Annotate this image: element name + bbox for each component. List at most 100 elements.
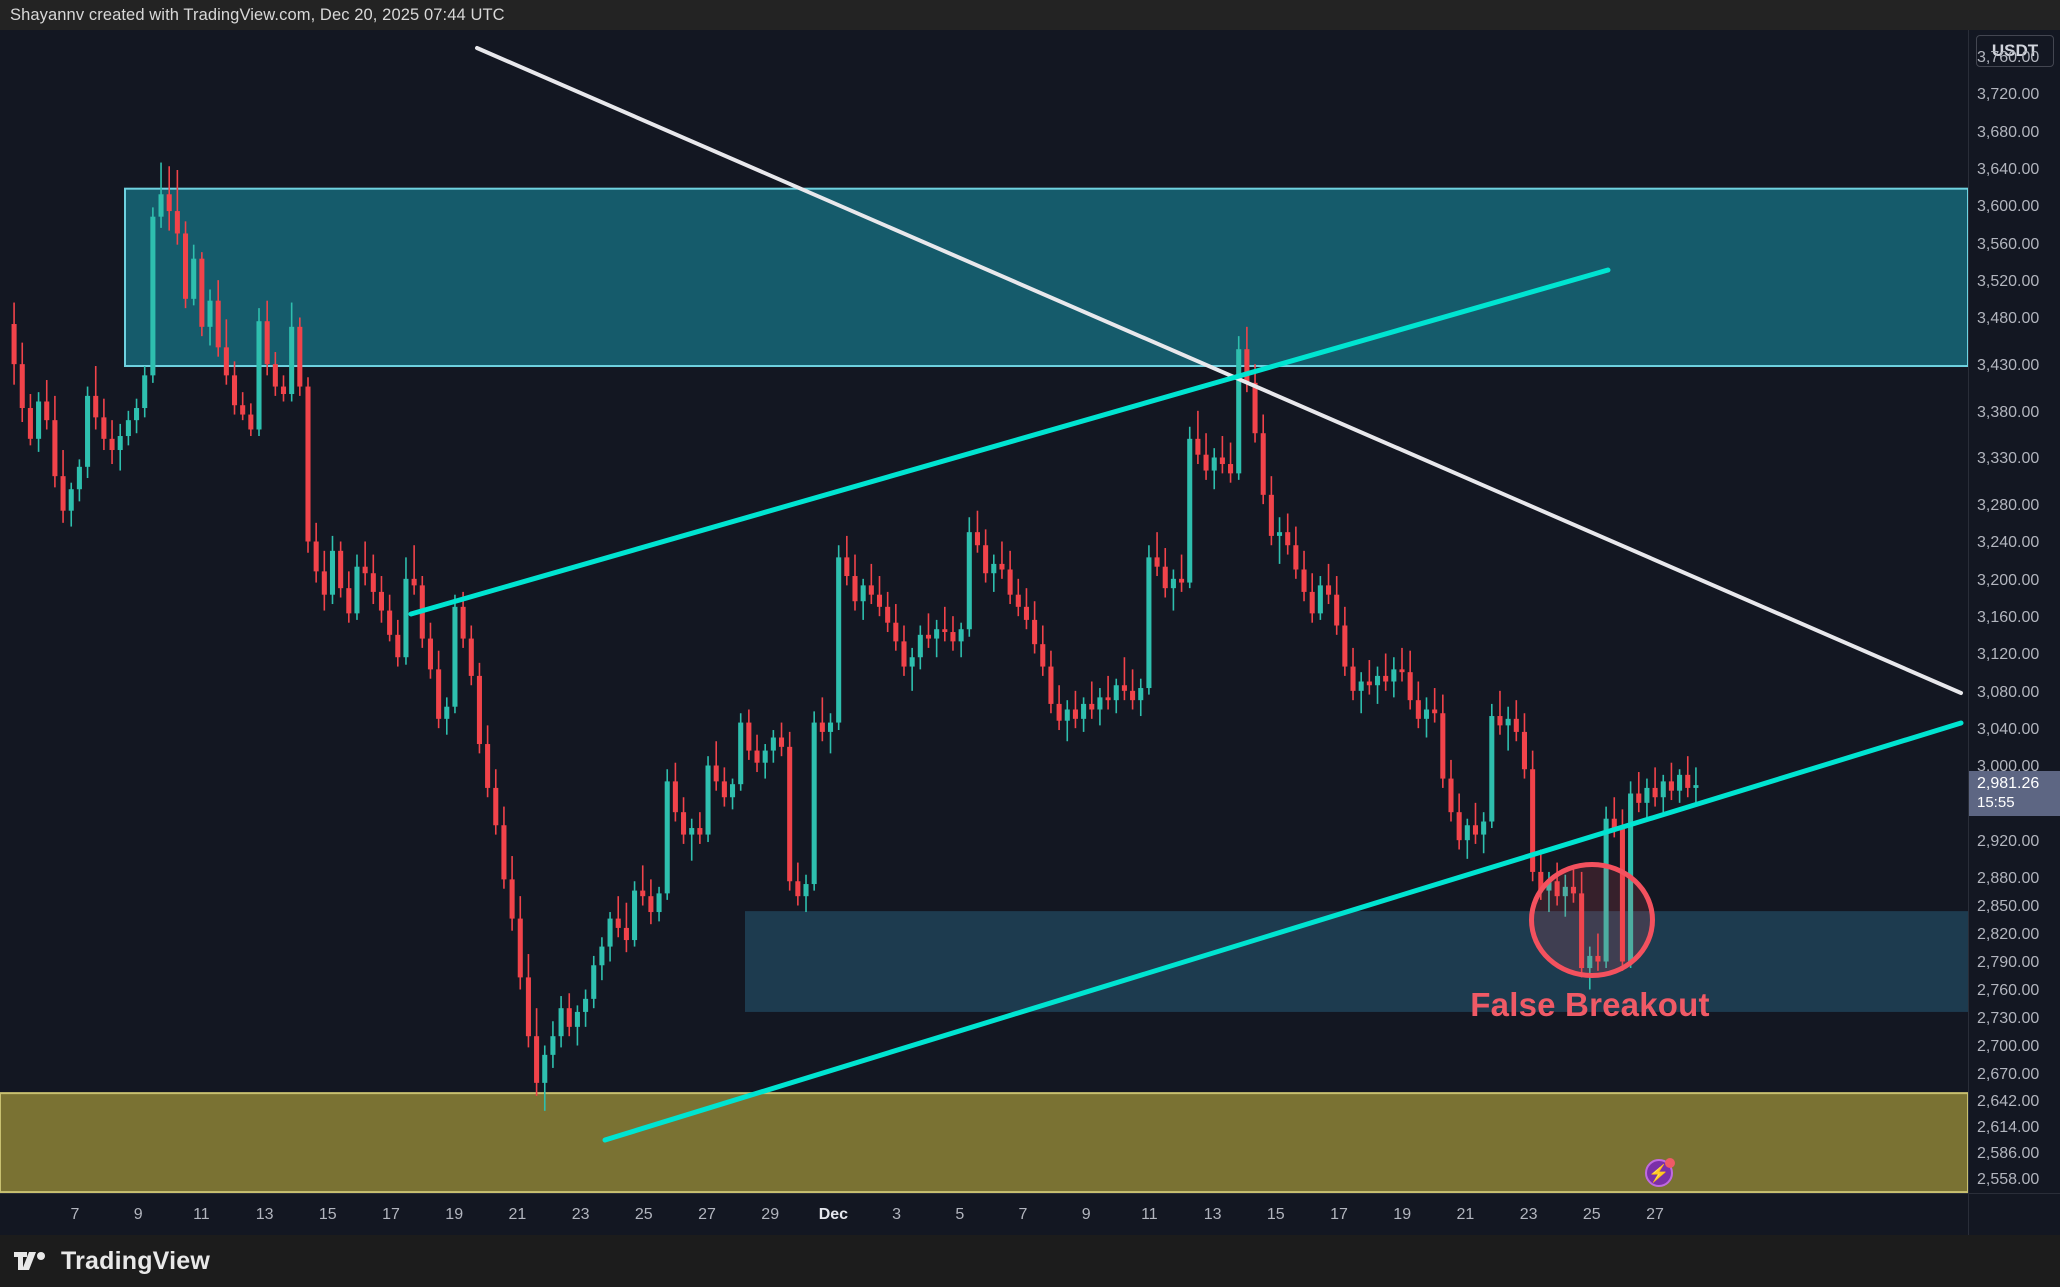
candle-up [36, 401, 42, 439]
candle-down [1130, 690, 1136, 701]
candle-down [223, 347, 229, 376]
time-tick: 7 [1018, 1206, 1028, 1223]
candle-down [517, 918, 523, 978]
candle-down [983, 545, 989, 574]
candle-up [1097, 697, 1103, 710]
candle-down [1334, 594, 1340, 626]
time-tick: 15 [1266, 1206, 1285, 1223]
price-tick: 3,160.00 [1977, 609, 2040, 627]
candle-up [207, 300, 213, 327]
candle-down [778, 737, 785, 747]
currency-badge: USDT [1976, 35, 2054, 67]
candle-down [1089, 703, 1095, 710]
time-axis[interactable]: 7 9 11 13 15 17 19 21 23 25 27 29 Dec 3 5 7 9 11 13 15 17 19 2… [0, 1193, 1968, 1235]
candle-up [1138, 688, 1144, 701]
candle-up [1170, 578, 1176, 589]
candle-down [1007, 569, 1013, 595]
time-tick: 19 [1393, 1206, 1412, 1223]
candle-down [1415, 700, 1421, 719]
candle-up [574, 1011, 580, 1027]
axis-corner [1968, 1193, 2060, 1235]
candle-down [1448, 778, 1454, 813]
candle-down [754, 750, 760, 763]
chart-pane[interactable]: False Breakout ⚡ [0, 30, 1968, 1193]
time-tick: 23 [571, 1206, 590, 1223]
price-tick: 3,120.00 [1977, 646, 2040, 664]
candle-down [101, 417, 107, 439]
candle-down [868, 585, 874, 595]
candle-up [1277, 532, 1283, 536]
time-tick: 27 [698, 1206, 716, 1223]
candle-down [721, 781, 727, 798]
candle-down [501, 825, 507, 880]
candle-down [1195, 438, 1201, 455]
candle-up [1391, 669, 1397, 682]
candle-down [468, 638, 474, 676]
candle-down [231, 375, 238, 406]
candle-up [762, 750, 768, 763]
candle-down [215, 300, 221, 348]
candle-up [1481, 821, 1487, 835]
candle-up [1489, 716, 1495, 822]
brand-name: TradingView [61, 1246, 211, 1275]
time-tick: 13 [255, 1206, 274, 1223]
candle-down [387, 610, 393, 635]
candle-down [1652, 787, 1658, 798]
false-breakout-label: False Breakout [1470, 986, 1710, 1023]
candle-down [1383, 675, 1389, 682]
tradingview-logo-icon [14, 1252, 45, 1270]
candle-down [44, 401, 50, 421]
candle-down [19, 364, 25, 409]
candle-down [795, 881, 801, 897]
price-tick: 2,558.00 [1977, 1170, 2040, 1188]
candle-up [1211, 457, 1217, 471]
candle-down [1521, 731, 1527, 770]
candle-down [623, 927, 629, 941]
candlestick-plot[interactable] [0, 30, 1968, 1193]
time-tick: 11 [1141, 1206, 1158, 1223]
candle-down [1432, 709, 1438, 714]
candle-up [991, 563, 997, 574]
time-tick: 23 [1519, 1206, 1538, 1223]
candle-down [1219, 457, 1225, 465]
candle-up [1644, 787, 1650, 803]
candle-up [256, 321, 262, 430]
candle-up [599, 946, 605, 966]
candle-down [525, 977, 531, 1037]
time-tick: 7 [70, 1206, 80, 1223]
price-tick: 3,480.00 [1977, 310, 2040, 328]
candle-up [705, 765, 711, 835]
tradingview-logo: TradingView [14, 1247, 210, 1276]
candle-down [746, 722, 752, 751]
candle-down [1440, 713, 1446, 779]
candle-up [289, 326, 295, 395]
price-axis[interactable]: USDT 3,760.00 3,720.00 3,680.00 3,640.00 3,6… [1968, 30, 2060, 1193]
lightning-bolt-icon[interactable]: ⚡ [1645, 1159, 1673, 1187]
candle-down [1203, 454, 1209, 471]
candle-down [476, 675, 482, 745]
candle-down [11, 324, 17, 365]
candle-up [1423, 709, 1430, 719]
candle-down [27, 408, 33, 439]
price-tick: 3,380.00 [1977, 403, 2040, 421]
footer-bar: TradingView [0, 1235, 2060, 1287]
price-tick: 2,760.00 [1977, 982, 2040, 1000]
candle-down [174, 211, 180, 234]
candle-down [199, 258, 205, 327]
candle-up [1374, 675, 1381, 686]
price-tick: 2,586.00 [1977, 1144, 2040, 1162]
candle-down [362, 566, 368, 574]
time-tick: Dec [818, 1206, 849, 1223]
candle-down [240, 405, 246, 415]
attribution-bar: Shayannv created with TradingView.com, D… [0, 0, 2060, 30]
resistance-zone [124, 187, 1968, 368]
time-tick: 15 [318, 1206, 337, 1223]
candle-down [1325, 585, 1332, 595]
price-tick: 3,280.00 [1977, 497, 2040, 515]
candle-up [1236, 349, 1242, 474]
candle-up [558, 1008, 564, 1037]
candle-down [1154, 557, 1160, 567]
candle-up [803, 884, 809, 897]
candle-down [1668, 781, 1674, 791]
price-tick: 2,920.00 [1977, 833, 2040, 851]
